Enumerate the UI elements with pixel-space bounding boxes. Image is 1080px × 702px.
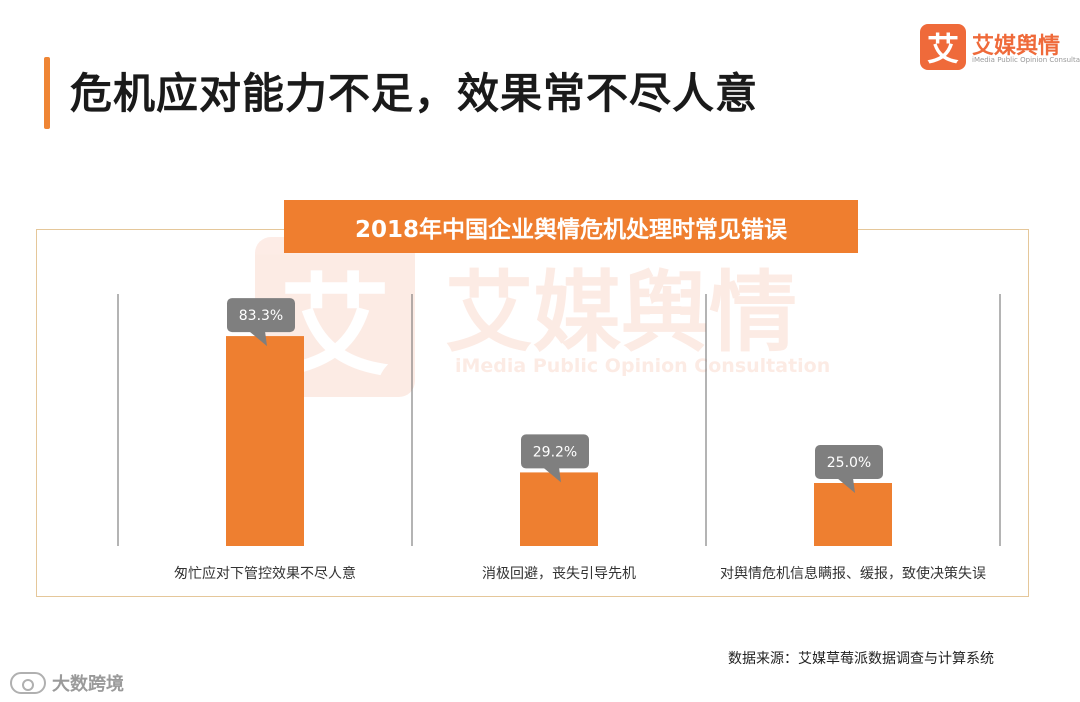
account-logo-icon — [10, 672, 46, 694]
category-label: 消极回避，丧失引导先机 — [482, 566, 636, 582]
bar — [520, 472, 598, 546]
page-title: 危机应对能力不足，效果常不尽人意 — [70, 69, 759, 118]
data-callout — [227, 298, 295, 333]
data-callout — [815, 445, 883, 479]
logo-mark-icon: 艾 — [920, 24, 966, 70]
data-label: 25.0% — [827, 455, 871, 471]
chart-title: 2018年中国企业舆情危机处理时常见错误 — [284, 200, 858, 253]
brand-logo: 艾 艾媒舆情 iMedia Public Opinion Consultatio… — [920, 24, 1080, 70]
logo-name: 艾媒舆情 — [972, 34, 1061, 59]
data-callout — [521, 434, 589, 469]
logo-subtitle: iMedia Public Opinion Consultation — [972, 56, 1080, 64]
data-label: 29.2% — [533, 444, 577, 460]
corner-watermark-text: 大数跨境 — [52, 674, 124, 695]
category-label: 匆忙应对下管控效果不尽人意 — [174, 565, 356, 582]
data-source-note: 数据来源：艾媒草莓派数据调查与计算系统 — [728, 651, 994, 667]
bar — [814, 483, 892, 546]
category-label: 对舆情危机信息瞒报、缓报，致使决策失误 — [720, 565, 986, 582]
title-accent-bar — [44, 57, 50, 129]
data-callout-pointer — [249, 331, 267, 347]
data-callout-pointer — [837, 478, 855, 493]
data-label: 83.3% — [239, 308, 283, 324]
data-callout-pointer — [543, 467, 561, 483]
bar — [226, 336, 304, 546]
corner-watermark: 大数跨境 — [10, 670, 124, 696]
